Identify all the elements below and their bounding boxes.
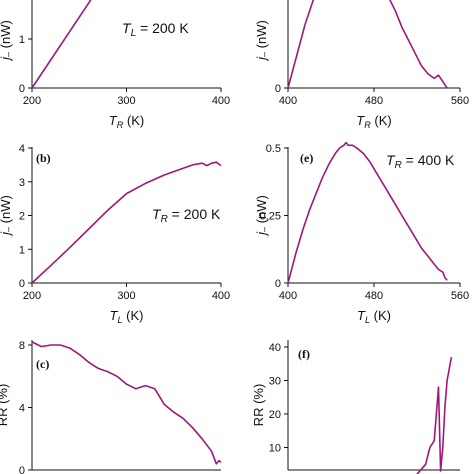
y-axis-label: j– (nW) (254, 20, 269, 62)
x-tick-label: 400 (279, 290, 297, 302)
y-tick-label: 0 (19, 83, 25, 95)
y-tick-label: 0 (19, 278, 25, 290)
series-line (287, 141, 448, 284)
x-tick-label: 200 (23, 95, 41, 107)
panel-tag: (c) (36, 357, 49, 371)
y-tick-label: 0 (19, 465, 25, 474)
x-tick-label: 480 (365, 95, 383, 107)
y-tick-label: 3 (19, 177, 25, 189)
y-axis-label: RR (%) (251, 384, 266, 427)
y-tick-label: 0.25 (260, 211, 281, 223)
series-line (31, 0, 92, 89)
y-tick-label: 1 (19, 34, 25, 46)
chart-panel-a: 200 300 400 0 1 TR (K) j– (nW) TL = 200 K (0, 0, 230, 130)
y-axis-label: j– (nW) (0, 20, 13, 62)
y-tick-label: 4 (19, 403, 25, 415)
y-tick-label: 0.5 (266, 143, 281, 155)
x-tick-label: 400 (279, 95, 297, 107)
y-tick-label: 1 (19, 244, 25, 256)
x-tick-label: 200 (23, 290, 41, 302)
y-tick-label: 0 (275, 278, 281, 290)
y-tick-label: 8 (19, 340, 25, 352)
x-tick-label: 560 (451, 95, 469, 107)
series-line (31, 341, 222, 465)
x-axis-label: TL (K) (110, 308, 144, 325)
y-tick-label: 0 (275, 83, 281, 95)
y-tick-label: 2 (19, 211, 25, 223)
chart-panel-c: 0 4 8 RR (%) (c) (0, 340, 222, 474)
y-tick-label: 4 (19, 143, 25, 155)
x-axis-label: TR (K) (356, 113, 391, 130)
series-line (415, 356, 453, 474)
series-line (31, 161, 222, 284)
series-line (287, 0, 448, 89)
x-tick-label: 560 (451, 290, 469, 302)
y-tick-label: 40 (269, 342, 281, 354)
panel-tag: (f) (298, 347, 310, 361)
panel-annotation: TR = 200 K (152, 206, 221, 225)
chart-panel-d: 400 480 560 0 TR (K) j– (nW) (254, 0, 469, 130)
y-axis-label: RR (%) (0, 384, 10, 427)
y-tick-label: 30 (269, 376, 281, 388)
chart-panel-e: 400 480 560 0 0.25 0.5 TL (K) j– (nW) (e) TR = 40… (254, 141, 469, 325)
chart-panel-f: 10 20 30 40 RR (%) (f) (251, 340, 460, 474)
x-axis-label: TL (K) (357, 308, 391, 325)
x-tick-label: 400 (212, 290, 230, 302)
y-axis-label: j– (nW) (254, 195, 269, 237)
y-tick-label: 10 (269, 443, 281, 455)
x-axis-label: TR (K) (109, 113, 144, 130)
panel-annotation: TL = 200 K (122, 20, 189, 39)
x-tick-label: 300 (117, 290, 135, 302)
x-tick-label: 400 (212, 95, 230, 107)
panel-tag: (e) (300, 151, 313, 165)
x-tick-label: 300 (117, 95, 135, 107)
y-axis-label: j– (nW) (0, 195, 13, 237)
panel-annotation: TR = 400 K (386, 152, 455, 171)
y-tick-label: 20 (269, 409, 281, 421)
chart-panel-b: 200 300 400 0 1 2 3 4 TL (K) j– (nW) (b) TR = 200 K (0, 143, 230, 325)
x-tick-label: 480 (365, 290, 383, 302)
panel-tag: (b) (36, 151, 51, 165)
